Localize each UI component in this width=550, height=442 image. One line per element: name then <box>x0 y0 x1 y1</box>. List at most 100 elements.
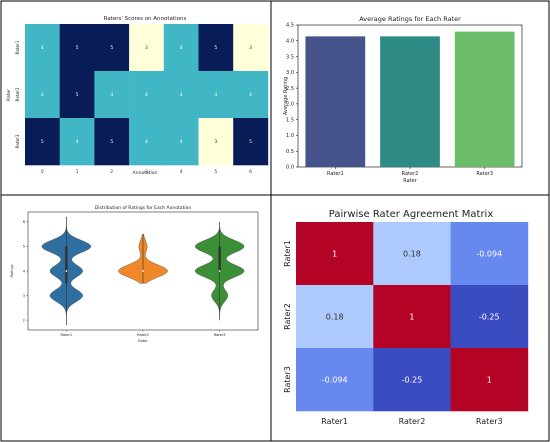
heatmap-cell <box>129 24 165 72</box>
heatmap-cell-label: 5 <box>76 45 79 51</box>
heatmap-cell <box>129 71 165 119</box>
heatmap-x-tick-label: 2 <box>110 169 113 174</box>
bar-x-tick-label: Rater2 <box>402 171 419 177</box>
bar <box>305 36 366 167</box>
matrix-cell <box>373 348 451 412</box>
heatmap-cell-label: 4 <box>145 139 148 145</box>
average-ratings-title: Average Ratings for Each Rater <box>359 15 461 23</box>
matrix-y-tick-label: Rater3 <box>283 366 292 393</box>
bar-y-tick-label: 1.0 <box>286 133 294 139</box>
matrix-cell-label: 1 <box>487 375 492 384</box>
scores-heatmap-panel: Raters' Scores on Annotations 4 5 5 3 4 5 3 4 5 4… <box>6 16 269 176</box>
heatmap-cell <box>198 24 234 72</box>
matrix-cell <box>373 285 451 349</box>
matrix-cell-label: 1 <box>409 312 414 321</box>
violin-median-dot <box>218 270 221 272</box>
rating-distribution-title: Distribution of Ratings for Each Annotat… <box>95 205 192 211</box>
scores-heatmap-y-ticks: Rater1 Rater2 Rater3 <box>15 40 20 148</box>
heatmap-cell <box>59 24 95 72</box>
agreement-matrix-title: Pairwise Rater Agreement Matrix <box>329 209 494 220</box>
violin-iqr-box <box>218 246 221 271</box>
heatmap-cell <box>163 118 199 166</box>
violin-x-tick-label: Rater3 <box>214 333 226 337</box>
agreement-matrix-y-ticks: Rater1 Rater2 Rater3 <box>283 240 292 393</box>
matrix-cell-label: -0.25 <box>479 312 500 321</box>
violin-y-tick-label: 6 <box>23 220 25 224</box>
heatmap-cell-label: 4 <box>41 92 44 98</box>
heatmap-cell <box>233 118 269 166</box>
average-ratings-ylabel: Average Rating <box>283 77 289 115</box>
bar-x-tick-label: Rater3 <box>476 171 493 177</box>
heatmap-cell <box>94 118 130 166</box>
heatmap-cell-label: 4 <box>180 139 183 145</box>
scores-heatmap-cells: 4 5 5 3 4 5 3 4 5 4 4 4 4 4 5 4 5 4 4 3 5 <box>25 24 269 166</box>
heatmap-cell-label: 4 <box>76 139 79 145</box>
matrix-cell-label: 0.18 <box>326 312 344 321</box>
agreement-matrix-x-ticks: Rater1 Rater2 Rater3 <box>321 417 502 426</box>
violin-y-tick-label: 3 <box>23 294 25 298</box>
heatmap-cell <box>59 71 95 119</box>
violin-median-dot <box>142 270 144 272</box>
heatmap-cell <box>25 71 60 119</box>
matrix-cell-label: -0.25 <box>402 375 423 384</box>
heatmap-cell-label: 5 <box>214 45 217 51</box>
heatmap-x-tick-label: 3 <box>145 169 148 174</box>
bar-y-tick-label: 4.0 <box>286 38 294 44</box>
heatmap-cell-label: 5 <box>249 139 252 145</box>
heatmap-cell-label: 4 <box>180 92 183 98</box>
matrix-cell-label: 0.18 <box>403 249 421 258</box>
matrix-cell <box>296 285 374 349</box>
heatmap-cell <box>59 118 95 166</box>
violin-y-tick-label: 2 <box>23 318 25 322</box>
heatmap-cell <box>198 71 234 119</box>
agreement-matrix-panel: Pairwise Rater Agreement Matrix 1 0.18 -0.… <box>283 209 529 426</box>
heatmap-cell-label: 5 <box>110 45 113 51</box>
heatmap-cell <box>25 118 60 166</box>
heatmap-cell-label: 4 <box>249 92 252 98</box>
matrix-cell-label: 1 <box>332 249 337 258</box>
violin-y-tick-label: 4 <box>23 269 26 273</box>
rating-distribution-violins <box>41 216 245 326</box>
heatmap-cell <box>94 71 130 119</box>
heatmap-cell-label: 3 <box>145 45 148 51</box>
heatmap-cell-label: 4 <box>110 92 113 98</box>
heatmap-cell-label: 4 <box>180 45 183 51</box>
average-ratings-xlabel: Rater <box>403 178 417 184</box>
rating-distribution-ylabel: Ratings <box>10 264 14 277</box>
bar-y-tick-label: 0.5 <box>286 149 294 155</box>
bar-y-tick-label: 4.5 <box>286 23 294 29</box>
heatmap-cell <box>233 24 269 72</box>
heatmap-cell-label: 4 <box>41 45 44 51</box>
matrix-y-tick-label: Rater1 <box>283 240 292 267</box>
heatmap-x-tick-label: 0 <box>41 169 44 174</box>
matrix-cell <box>373 222 451 286</box>
bar-y-tick-label: 1.5 <box>286 117 294 123</box>
bar-x-tick-label: Rater1 <box>327 171 344 177</box>
matrix-cell <box>296 348 374 412</box>
rating-distribution-y-ticks: 2 3 4 5 6 <box>23 220 28 322</box>
heatmap-cell-label: 5 <box>110 139 113 145</box>
scores-heatmap-title: Raters' Scores on Annotations <box>104 16 187 22</box>
violin-x-tick-label: Rater2 <box>137 333 149 337</box>
scores-heatmap-xlabel: Annotation <box>133 170 158 176</box>
matrix-x-tick-label: Rater1 <box>321 417 348 426</box>
bar-y-tick-label: 3.0 <box>286 70 294 76</box>
matrix-x-tick-label: Rater3 <box>476 417 503 426</box>
matrix-cell <box>450 348 529 412</box>
rating-distribution-x-ticks: Rater1 Rater2 Rater3 <box>60 330 226 337</box>
violin-x-tick-label: Rater1 <box>60 333 72 337</box>
scores-heatmap-ylabel: Rater <box>6 89 12 101</box>
violin-iqr-box <box>65 246 68 284</box>
matrix-cell <box>450 222 529 286</box>
bar-y-tick-label: 3.5 <box>286 54 294 60</box>
average-ratings-y-ticks: 0.0 0.5 1.0 1.5 2.0 2.5 3.0 3.5 4.0 4.5 <box>286 23 298 171</box>
rating-distribution-xlabel: Rater <box>138 339 148 343</box>
heatmap-cell <box>163 71 199 119</box>
heatmap-y-tick-label: Rater3 <box>15 134 20 148</box>
average-ratings-panel: Average Ratings for Each Rater 0.0 0.5 1.0… <box>283 15 523 184</box>
heatmap-cell-label: 4 <box>145 92 148 98</box>
matrix-cell <box>450 285 529 349</box>
matrix-x-tick-label: Rater2 <box>399 417 426 426</box>
bar-y-tick-label: 2.5 <box>286 86 294 92</box>
